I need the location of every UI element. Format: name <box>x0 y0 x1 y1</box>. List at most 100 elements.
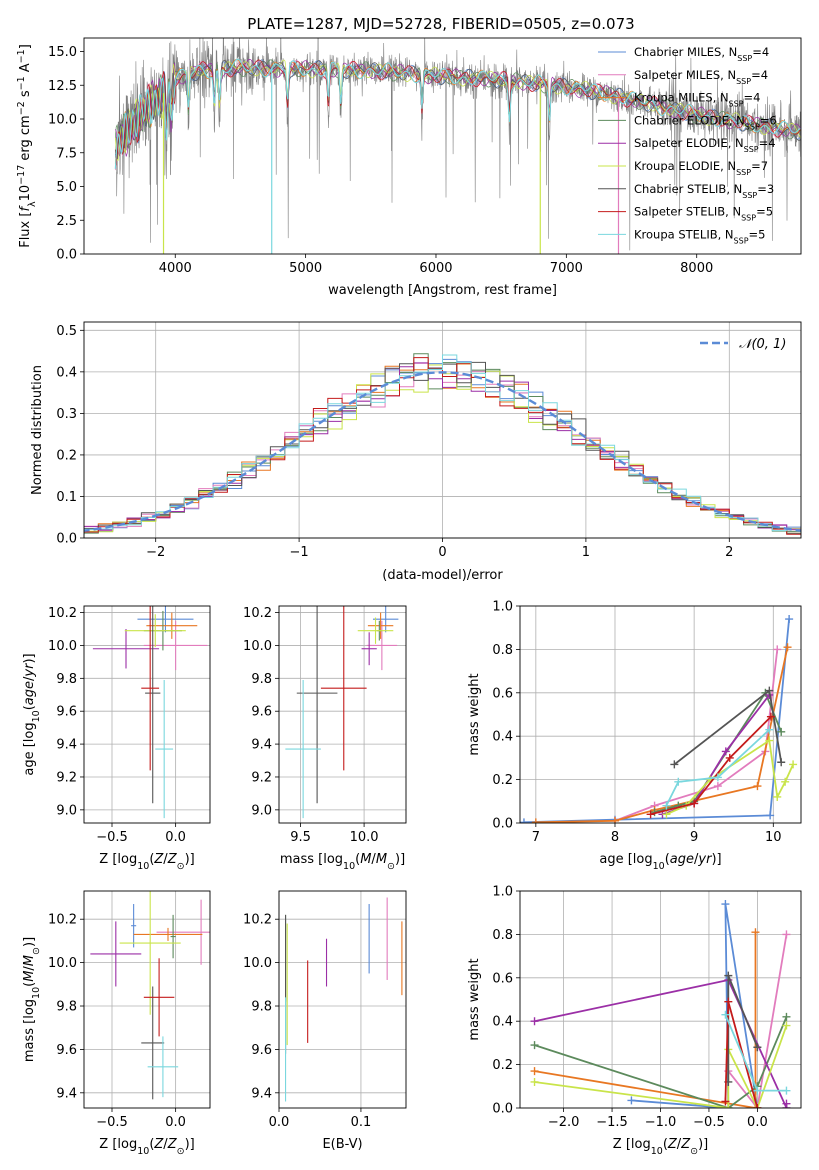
x-tick-label: −0.5 <box>96 1115 128 1130</box>
weight-vs-metallicity-plot: −2.0 −1.5 −1.0 −0.5 0.0 0.0 0.2 0.4 0.6 0.8 1.0 Z [… <box>467 885 802 1157</box>
y-tick-label: 10.0 <box>48 956 77 971</box>
weight-line-chabrier-elodie <box>534 1016 788 1108</box>
weight-marker-salpeter-elodie <box>782 1099 791 1108</box>
x-tick-label: 0.0 <box>165 830 186 845</box>
histogram-kroupa-stelib <box>84 354 801 535</box>
weight-marker-kroupa-stelib <box>721 1010 730 1019</box>
x-tick-label: 0.0 <box>269 1115 290 1130</box>
weight-marker-salpeter-stelib <box>725 753 734 762</box>
y-tick-label: 0.2 <box>492 1058 513 1073</box>
axes-frame <box>83 890 211 1109</box>
y-tick-label: 9.6 <box>56 1043 77 1058</box>
plot-area <box>530 900 791 1108</box>
axes-frame <box>83 37 802 255</box>
plot-area <box>285 897 403 1102</box>
y-tick-label: 0.0 <box>56 248 77 263</box>
x-tick-label: 0.0 <box>747 1115 768 1130</box>
x-tick-label: −2.0 <box>548 1115 580 1130</box>
weight-marker-chabrier-stelib <box>777 758 786 767</box>
x-axis-label: age [log10(age/yr)] <box>599 852 721 872</box>
x-tick-label: −0.5 <box>96 830 128 845</box>
y-tick-label: 0.2 <box>492 773 513 788</box>
weight-marker-kroupa-elodie <box>530 1077 539 1086</box>
weight-marker-kroupa-stelib <box>662 801 671 810</box>
weight-marker-kroupa-elodie <box>765 736 774 745</box>
x-axis-label: Z [log10(Z/Z⊙)] <box>99 1137 194 1157</box>
weight-line-kroupa-miles <box>535 647 789 823</box>
x-tick-label: 10 <box>765 830 782 845</box>
weight-marker-chabrier-elodie <box>530 1041 539 1050</box>
mass-vs-metallicity-plot: −0.5 0.0 9.4 9.6 9.8 10.0 10.2 Z [log10(Z/Z⊙)] m… <box>22 890 211 1157</box>
legend-label: Kroupa MILES, NSSP=4 <box>634 91 760 109</box>
plot-area <box>84 353 801 536</box>
weight-line-salpeter-miles <box>727 934 788 1108</box>
y-tick-label: 9.4 <box>251 1086 272 1101</box>
x-axis-label: Z [log10(Z/Z⊙)] <box>613 1137 708 1157</box>
axes-frame <box>519 890 802 1109</box>
y-tick-label: 9.6 <box>56 705 77 720</box>
spectrum-plot: 4000 5000 6000 7000 8000 0.0 2.5 5.0 7.5 10.0 12.5… <box>16 37 802 298</box>
weight-marker-chabrier-miles <box>627 1096 636 1105</box>
y-tick-label: 1.0 <box>492 885 513 900</box>
weight-marker-chabrier-stelib <box>753 1043 762 1052</box>
y-tick-label: 9.6 <box>251 1043 272 1058</box>
x-tick-label: 4000 <box>159 261 192 276</box>
weight-marker-kroupa-miles <box>530 1067 539 1076</box>
weight-marker-kroupa-stelib <box>753 1086 762 1095</box>
y-tick-label: 10.0 <box>243 639 272 654</box>
age-vs-metallicity-plot: −0.5 0.0 9.0 9.2 9.4 9.6 9.8 10.0 10.2 Z [log10(Z… <box>22 605 211 872</box>
legend-label: Kroupa STELIB, NSSP=5 <box>634 227 765 245</box>
x-tick-label: 0.1 <box>351 1115 372 1130</box>
y-tick-label: 10.2 <box>243 606 272 621</box>
x-tick-label: 7 <box>532 830 540 845</box>
y-tick-label: 12.5 <box>48 79 77 94</box>
y-tick-label: 9.6 <box>251 705 272 720</box>
legend-label: Salpeter STELIB, NSSP=5 <box>634 205 773 223</box>
y-tick-label: 10.2 <box>243 913 272 928</box>
y-tick-label: 10.0 <box>48 113 77 128</box>
legend-label: Chabrier MILES, NSSP=4 <box>634 45 769 63</box>
plot-area <box>90 891 210 1100</box>
y-axis-label: mass weight <box>467 673 482 755</box>
y-tick-label: 9.8 <box>251 1000 272 1015</box>
x-tick-label: −1 <box>290 545 309 560</box>
x-axis-label: mass [log10(M/M⊙)] <box>280 852 405 872</box>
weight-marker-kroupa-elodie <box>662 810 671 819</box>
y-tick-label: 0.0 <box>56 532 77 547</box>
weight-marker-chabrier-elodie <box>777 727 786 736</box>
x-axis-label: E(B-V) <box>322 1137 362 1152</box>
weight-line-salpeter-stelib <box>650 716 772 816</box>
legend-label: Salpeter MILES, NSSP=4 <box>634 68 768 86</box>
y-tick-label: 9.4 <box>56 738 77 753</box>
x-tick-label: 0.0 <box>165 1115 186 1130</box>
plot-area <box>520 615 798 823</box>
model-salpeter-stelib-line <box>114 59 801 167</box>
y-tick-label: 0.8 <box>492 643 513 658</box>
y-tick-label: 0.0 <box>492 1102 513 1117</box>
x-tick-label: 2 <box>725 545 733 560</box>
y-tick-label: 9.0 <box>251 803 272 818</box>
weight-marker-kroupa-miles <box>753 782 762 791</box>
weight-vs-age-plot: 7 8 9 10 0.0 0.2 0.4 0.6 0.8 1.0 age [log10(age/yr… <box>467 600 802 872</box>
spectrum-legend: Chabrier MILES, NSSP=4 Salpeter MILES, NS… <box>598 45 777 245</box>
x-tick-label: −2 <box>146 545 165 560</box>
weight-marker-kroupa-elodie <box>773 792 782 801</box>
y-tick-label: 9.8 <box>56 672 77 687</box>
legend-label: Chabrier ELODIE, NSSP=6 <box>634 113 777 130</box>
residuals-histogram: −2 −1 0 1 2 0.0 0.1 0.2 0.3 0.4 0.5 𝒩(0, 1) (data-mo… <box>30 321 802 583</box>
axes-frame <box>83 605 211 824</box>
y-tick-label: 9.2 <box>56 770 77 785</box>
y-tick-label: 0.4 <box>492 1015 513 1030</box>
y-tick-label: 0.3 <box>56 407 77 422</box>
plot-area <box>92 606 208 819</box>
axes-frame <box>83 321 802 539</box>
y-tick-label: 0.6 <box>492 686 513 701</box>
weight-marker-chabrier-stelib <box>724 971 733 980</box>
weight-marker-salpeter-elodie <box>530 1017 539 1026</box>
legend-label: Chabrier STELIB, NSSP=3 <box>634 182 774 200</box>
x-axis-label: Z [log10(Z/Z⊙)] <box>99 852 194 872</box>
x-tick-label: −1.5 <box>596 1115 628 1130</box>
weight-marker-salpeter-stelib <box>766 712 775 721</box>
x-tick-label: −0.5 <box>693 1115 725 1130</box>
weight-marker-kroupa-elodie <box>782 1021 791 1030</box>
